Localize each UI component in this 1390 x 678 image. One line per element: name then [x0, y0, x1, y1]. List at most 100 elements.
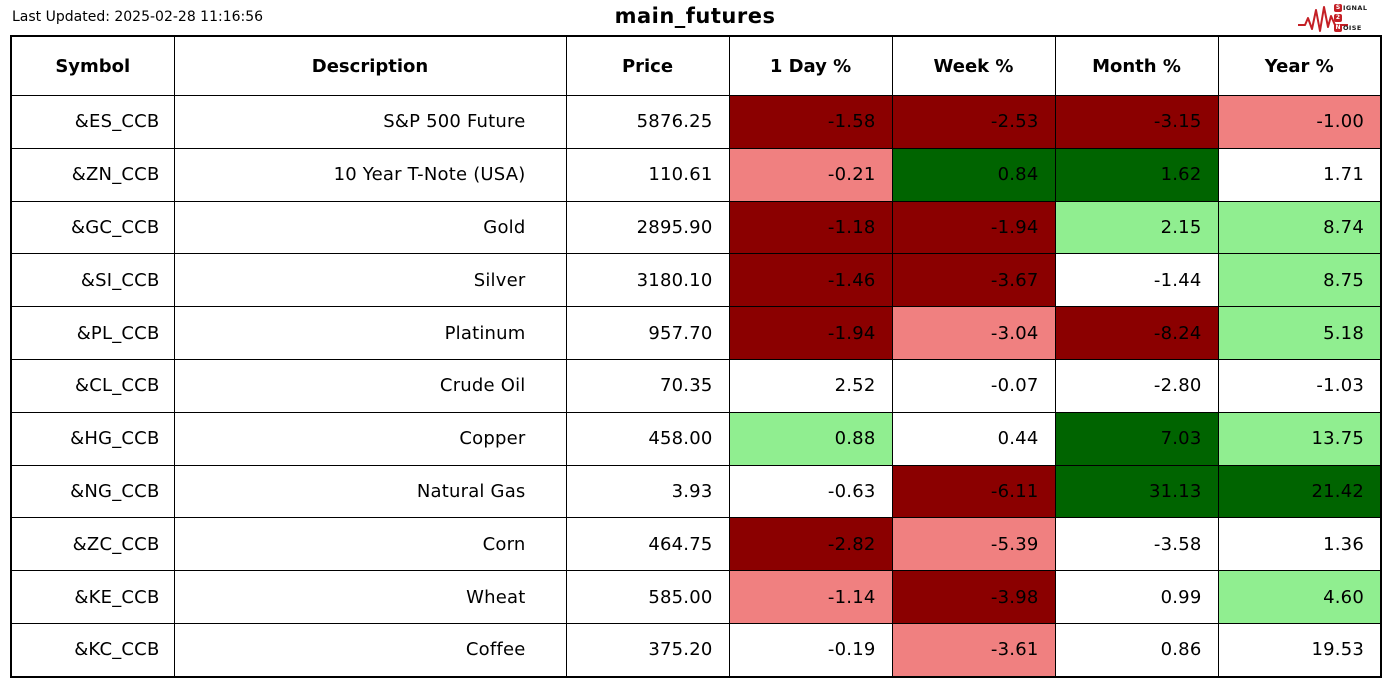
year-pct-cell: 13.75	[1217, 411, 1382, 466]
day-pct-cell: -0.63	[728, 464, 893, 519]
logo-text: S IGNAL 2 N OISE	[1334, 3, 1384, 33]
price-cell: 2895.90	[565, 200, 730, 255]
table-row-gcccb: &GC_CCB Gold 2895.90 -1.18 -1.94 2.15 8.74	[10, 200, 1382, 255]
table-row-znccb: &ZN_CCB 10 Year T-Note (USA) 110.61 -0.21 0.…	[10, 147, 1382, 202]
table-row-clccb: &CL_CCB Crude Oil 70.35 2.52 -0.07 -2.80 -1.03	[10, 358, 1382, 413]
symbol-cell: &PL_CCB	[10, 306, 175, 360]
symbol-cell: &ZC_CCB	[10, 517, 175, 572]
table-row-ngccb: &NG_CCB Natural Gas 3.93 -0.63 -6.11 31.13 21.…	[10, 464, 1382, 519]
page-title: main_futures	[614, 4, 776, 28]
table-row-zcccb: &ZC_CCB Corn 464.75 -2.82 -5.39 -3.58 1.36	[10, 517, 1382, 572]
logo-letter-s: S	[1334, 4, 1342, 12]
symbol-cell: &ZN_CCB	[10, 147, 175, 202]
symbol-cell: &KC_CCB	[10, 622, 175, 678]
description-cell: Wheat	[173, 570, 567, 624]
week-pct-cell: -3.04	[891, 306, 1056, 360]
logo-line-3: N OISE	[1334, 23, 1384, 33]
table-row-esccb: &ES_CCB S&P 500 Future 5876.25 -1.58 -2.53 -3…	[10, 95, 1382, 149]
price-cell: 585.00	[565, 570, 730, 624]
week-pct-cell: -0.07	[891, 358, 1056, 413]
week-pct-cell: -3.98	[891, 570, 1056, 624]
year-pct-cell: 21.42	[1217, 464, 1382, 519]
column-header-year-pct: Year %	[1217, 35, 1382, 96]
price-cell: 3180.10	[565, 253, 730, 308]
table-header-row: Symbol Description Price 1 Day % Week % Month…	[10, 35, 1382, 96]
year-pct-cell: -1.00	[1217, 95, 1382, 149]
month-pct-cell: 2.15	[1054, 200, 1219, 255]
month-pct-cell: 0.86	[1054, 622, 1219, 678]
month-pct-cell: 31.13	[1054, 464, 1219, 519]
price-cell: 375.20	[565, 622, 730, 678]
column-header-price: Price	[565, 35, 730, 96]
week-pct-cell: -1.94	[891, 200, 1056, 255]
logo-letter-n: N	[1334, 24, 1342, 32]
column-header-month-pct: Month %	[1054, 35, 1219, 96]
logo-line-1: S IGNAL	[1334, 3, 1384, 13]
table-body: &ES_CCB S&P 500 Future 5876.25 -1.58 -2.53 -3…	[10, 95, 1382, 678]
description-cell: Copper	[173, 411, 567, 466]
month-pct-cell: -8.24	[1054, 306, 1219, 360]
column-header-day-pct: 1 Day %	[728, 35, 893, 96]
column-header-symbol: Symbol	[10, 35, 175, 96]
table-row-plccb: &PL_CCB Platinum 957.70 -1.94 -3.04 -8.24 5.18	[10, 306, 1382, 360]
logo-line-1-rest: IGNAL	[1343, 4, 1368, 12]
table-row-kcccb: &KC_CCB Coffee 375.20 -0.19 -3.61 0.86 19.53	[10, 622, 1382, 678]
price-cell: 464.75	[565, 517, 730, 572]
month-pct-cell: -1.44	[1054, 253, 1219, 308]
day-pct-cell: -1.94	[728, 306, 893, 360]
table-row-keccb: &KE_CCB Wheat 585.00 -1.14 -3.98 0.99 4.60	[10, 570, 1382, 624]
year-pct-cell: 1.36	[1217, 517, 1382, 572]
symbol-cell: &SI_CCB	[10, 253, 175, 308]
description-cell: 10 Year T-Note (USA)	[173, 147, 567, 202]
day-pct-cell: -2.82	[728, 517, 893, 572]
month-pct-cell: -3.15	[1054, 95, 1219, 149]
week-pct-cell: 0.44	[891, 411, 1056, 466]
price-cell: 110.61	[565, 147, 730, 202]
year-pct-cell: 8.75	[1217, 253, 1382, 308]
year-pct-cell: -1.03	[1217, 358, 1382, 413]
description-cell: S&P 500 Future	[173, 95, 567, 149]
symbol-cell: &HG_CCB	[10, 411, 175, 466]
price-cell: 957.70	[565, 306, 730, 360]
day-pct-cell: -0.21	[728, 147, 893, 202]
day-pct-cell: -1.18	[728, 200, 893, 255]
symbol-cell: &CL_CCB	[10, 358, 175, 413]
week-pct-cell: -6.11	[891, 464, 1056, 519]
waveform-icon	[1298, 6, 1348, 32]
description-cell: Gold	[173, 200, 567, 255]
futures-table: Symbol Description Price 1 Day % Week % Month…	[10, 35, 1382, 678]
table-row-hgccb: &HG_CCB Copper 458.00 0.88 0.44 7.03 13.75	[10, 411, 1382, 466]
description-cell: Corn	[173, 517, 567, 572]
day-pct-cell: -1.58	[728, 95, 893, 149]
month-pct-cell: 0.99	[1054, 570, 1219, 624]
week-pct-cell: -3.61	[891, 622, 1056, 678]
month-pct-cell: -3.58	[1054, 517, 1219, 572]
description-cell: Platinum	[173, 306, 567, 360]
logo-letter-2: 2	[1334, 14, 1342, 22]
day-pct-cell: -0.19	[728, 622, 893, 678]
month-pct-cell: -2.80	[1054, 358, 1219, 413]
description-cell: Coffee	[173, 622, 567, 678]
column-header-description: Description	[173, 35, 567, 96]
logo-line-2: 2	[1334, 13, 1384, 23]
year-pct-cell: 8.74	[1217, 200, 1382, 255]
signal2noise-logo: S IGNAL 2 N OISE	[1298, 2, 1384, 34]
week-pct-cell: -2.53	[891, 95, 1056, 149]
column-header-week-pct: Week %	[891, 35, 1056, 96]
description-cell: Natural Gas	[173, 464, 567, 519]
description-cell: Crude Oil	[173, 358, 567, 413]
symbol-cell: &NG_CCB	[10, 464, 175, 519]
year-pct-cell: 4.60	[1217, 570, 1382, 624]
week-pct-cell: 0.84	[891, 147, 1056, 202]
week-pct-cell: -3.67	[891, 253, 1056, 308]
logo-line-3-rest: OISE	[1343, 24, 1362, 32]
week-pct-cell: -5.39	[891, 517, 1056, 572]
symbol-cell: &GC_CCB	[10, 200, 175, 255]
table-row-siccb: &SI_CCB Silver 3180.10 -1.46 -3.67 -1.44 8.75	[10, 253, 1382, 308]
day-pct-cell: -1.46	[728, 253, 893, 308]
price-cell: 5876.25	[565, 95, 730, 149]
symbol-cell: &ES_CCB	[10, 95, 175, 149]
year-pct-cell: 5.18	[1217, 306, 1382, 360]
day-pct-cell: 0.88	[728, 411, 893, 466]
day-pct-cell: 2.52	[728, 358, 893, 413]
